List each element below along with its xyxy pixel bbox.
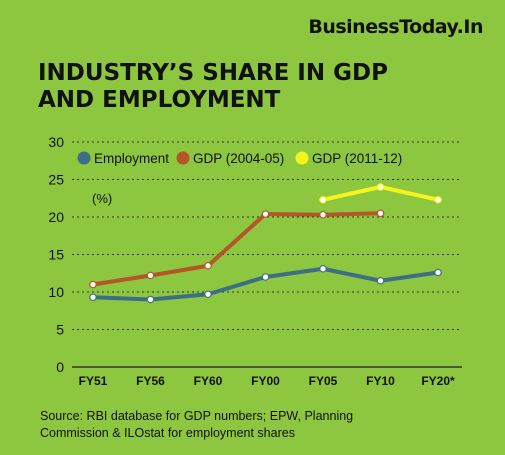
- data-point: [376, 276, 385, 285]
- data-point: [319, 264, 327, 273]
- line-chart: 0 5 10 15 20 25 30 FY51 FY56 FY60 FY00 FY05 FY10 FY20…: [48, 134, 462, 388]
- data-point: [146, 271, 155, 280]
- data-point: [146, 295, 155, 304]
- chart-title-line-2: AND EMPLOYMENT: [38, 87, 281, 113]
- legend-label: GDP (2004-05): [193, 151, 284, 166]
- y-tick-label: 30: [48, 134, 64, 150]
- source-line-1: Source: RBI database for GDP numbers; EP…: [40, 409, 354, 423]
- data-point: [319, 210, 327, 219]
- data-point: [319, 195, 327, 204]
- x-tick-label: FY05: [309, 374, 338, 388]
- source-note: Source: RBI database for GDP numbers; EP…: [40, 408, 480, 442]
- series-line-2: [91, 211, 383, 287]
- brand-logo: BusinessToday.In: [308, 16, 483, 38]
- legend-label: Employment: [94, 151, 169, 166]
- legend-swatch: [176, 151, 190, 165]
- y-tick-label: 5: [56, 322, 64, 338]
- y-tick-label: 0: [56, 359, 64, 375]
- x-tick-label: FY56: [136, 374, 165, 388]
- data-point: [261, 273, 270, 281]
- data-point: [376, 183, 385, 191]
- data-point: [434, 268, 442, 277]
- legend-swatch: [77, 151, 91, 165]
- data-point: [204, 290, 212, 299]
- y-tick-label: 25: [48, 172, 64, 188]
- y-tick-label: 10: [48, 284, 64, 300]
- y-tick-label: 15: [48, 247, 64, 263]
- data-point: [434, 195, 442, 204]
- x-tick-label: FY00: [251, 374, 280, 388]
- data-point: [204, 261, 212, 270]
- legend-label: GDP (2011-12): [312, 151, 402, 166]
- data-point: [261, 210, 270, 218]
- x-tick-label: FY20*: [421, 374, 455, 388]
- x-tick-label: FY51: [79, 374, 108, 388]
- chart-title: INDUSTRY’S SHARE IN GDP AND EMPLOYMENT: [38, 60, 478, 114]
- x-tick-label: FY10: [366, 374, 395, 388]
- data-point: [376, 209, 385, 218]
- source-line-2: Commission & ILOstat for employment shar…: [40, 426, 295, 440]
- y-tick-label: 20: [48, 209, 64, 225]
- legend-swatch: [295, 151, 309, 165]
- data-point: [89, 293, 97, 302]
- x-tick-label: FY60: [194, 374, 223, 388]
- chart-title-line-1: INDUSTRY’S SHARE IN GDP: [38, 60, 388, 86]
- data-point: [89, 280, 97, 289]
- y-unit-label: (%): [92, 191, 112, 206]
